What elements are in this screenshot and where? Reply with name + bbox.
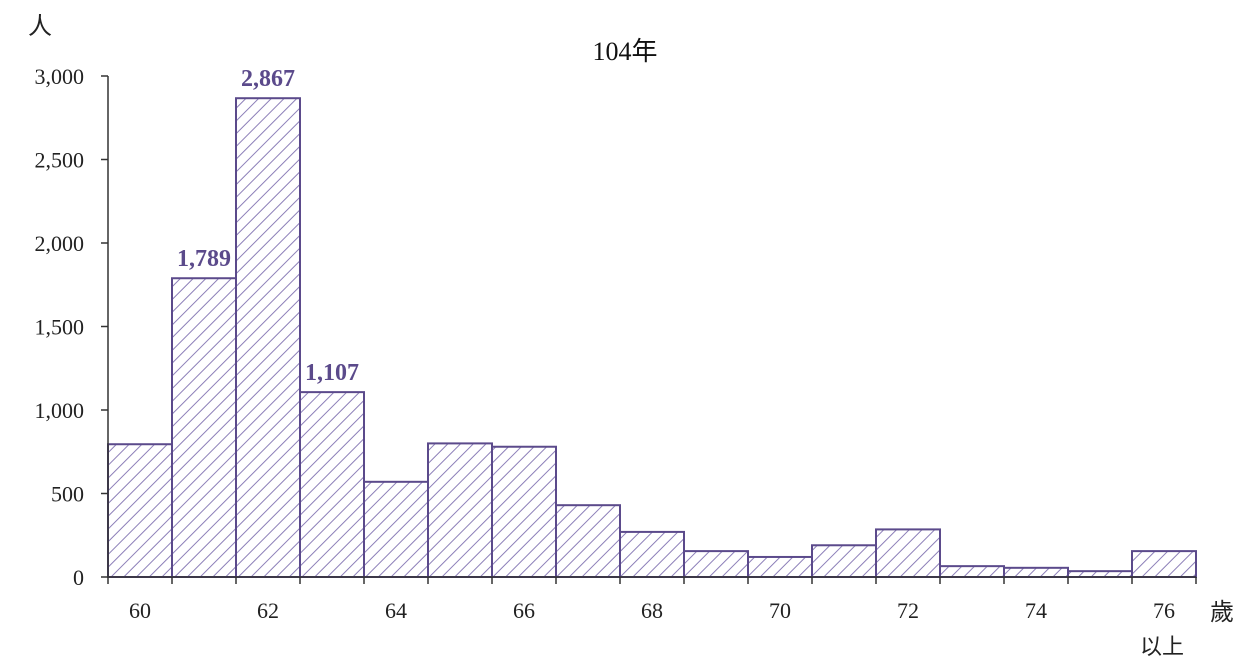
- bar-76: [1131, 550, 1197, 578]
- y-tick-label: 1,500: [35, 315, 85, 340]
- bar-75: [1067, 570, 1133, 579]
- y-tick-label: 500: [51, 482, 84, 507]
- data-labels-group: 1,789 2,867 1,107: [177, 66, 359, 386]
- bar-64: [363, 480, 429, 578]
- bar-60: [107, 443, 173, 578]
- bar-69: [683, 550, 749, 578]
- y-axis-unit: 人: [28, 14, 52, 40]
- bar-63: [299, 391, 365, 579]
- x-tick-label-68: 68: [641, 598, 663, 623]
- x-tick-label-74: 74: [1025, 598, 1047, 623]
- bar-65: [427, 442, 493, 578]
- bar-62: [235, 97, 301, 578]
- x-axis: 60 62 64 66 68 70 72 74 76: [107, 576, 1197, 623]
- bar-68: [619, 530, 685, 578]
- x-axis-unit: 歲: [1210, 599, 1234, 626]
- x-tick-label-76: 76: [1153, 598, 1175, 623]
- bar-74: [1003, 566, 1069, 579]
- y-tick-label: 0: [73, 565, 84, 590]
- y-tick-label: 2,000: [35, 231, 85, 256]
- x-last-note: 以上: [1140, 634, 1184, 659]
- x-tick-label-70: 70: [769, 598, 791, 623]
- x-tick-label-62: 62: [257, 598, 279, 623]
- bar-67: [555, 504, 621, 578]
- bar-71: [811, 544, 877, 579]
- bar-72: [875, 528, 941, 579]
- x-tick-label-60: 60: [129, 598, 151, 623]
- y-tick-label: 1,000: [35, 398, 85, 423]
- y-axis: 0 500 1,000 1,500 2,000 2,500 3,000: [35, 64, 109, 590]
- bar-66: [491, 445, 557, 578]
- x-tick-label-64: 64: [385, 598, 407, 623]
- x-tick-label-66: 66: [513, 598, 535, 623]
- data-label-62: 2,867: [241, 66, 295, 92]
- y-tick-label: 3,000: [35, 64, 85, 89]
- bar-73: [939, 565, 1005, 579]
- bars-group: [107, 97, 1197, 579]
- bar-61: [171, 277, 237, 578]
- data-label-63: 1,107: [305, 360, 359, 386]
- x-tick-label-72: 72: [897, 598, 919, 623]
- bar-70: [747, 555, 813, 579]
- data-label-61: 1,789: [177, 246, 231, 272]
- chart-title: 104年: [592, 37, 657, 66]
- y-tick-label: 2,500: [35, 148, 85, 173]
